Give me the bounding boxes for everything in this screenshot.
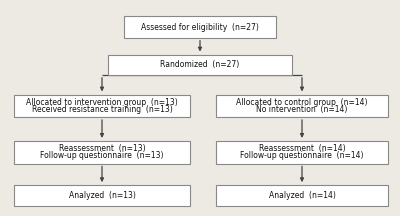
Text: Allocated to intervention group  (n=13): Allocated to intervention group (n=13): [26, 98, 178, 107]
Text: Received resistance training  (n=13): Received resistance training (n=13): [32, 105, 172, 114]
Text: Reassessment  (n=13): Reassessment (n=13): [59, 144, 145, 153]
FancyBboxPatch shape: [14, 185, 190, 206]
Text: Analyzed  (n=13): Analyzed (n=13): [68, 191, 136, 200]
FancyBboxPatch shape: [108, 55, 292, 75]
Text: Follow-up questionnaire  (n=13): Follow-up questionnaire (n=13): [40, 151, 164, 160]
Text: Randomized  (n=27): Randomized (n=27): [160, 60, 240, 69]
FancyBboxPatch shape: [216, 95, 388, 117]
FancyBboxPatch shape: [216, 185, 388, 206]
Text: Allocated to control group  (n=14): Allocated to control group (n=14): [236, 98, 368, 107]
Text: Assessed for eligibility  (n=27): Assessed for eligibility (n=27): [141, 22, 259, 32]
FancyBboxPatch shape: [124, 16, 276, 38]
FancyBboxPatch shape: [14, 141, 190, 164]
Text: Reassessment  (n=14): Reassessment (n=14): [259, 144, 345, 153]
FancyBboxPatch shape: [216, 141, 388, 164]
Text: Follow-up questionnaire  (n=14): Follow-up questionnaire (n=14): [240, 151, 364, 160]
Text: Analyzed  (n=14): Analyzed (n=14): [268, 191, 336, 200]
FancyBboxPatch shape: [14, 95, 190, 117]
Text: No intervention  (n=14): No intervention (n=14): [256, 105, 348, 114]
